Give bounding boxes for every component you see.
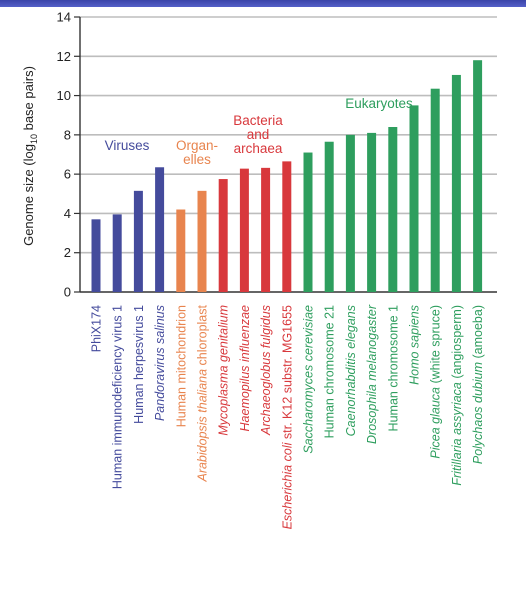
group-label: Organ-elles: [176, 138, 218, 167]
category-label: Fritillaria assyriaca (angiosperm): [450, 305, 464, 486]
category-label-part: str. K12 substr. MG1655: [280, 305, 294, 443]
bar: [176, 209, 186, 292]
group-label: Viruses: [105, 138, 150, 153]
bar: [239, 168, 249, 292]
group-label: Eukaryotes: [345, 96, 413, 111]
category-label-part: (angiosperm): [450, 305, 464, 382]
bar: [345, 134, 355, 292]
category-label: Archaeoglobus fulgidus: [259, 305, 273, 436]
group-label-line: Organ-: [176, 138, 218, 153]
bar: [430, 88, 440, 292]
category-label-part: PhiX174: [90, 305, 104, 352]
category-label-part: Pandoravirus salinus: [153, 305, 167, 421]
bar: [91, 219, 101, 292]
category-label: Human chromosome 1: [386, 305, 400, 431]
y-tick-label: 10: [57, 88, 71, 103]
y-axis-label-suffix: base pairs): [21, 66, 36, 134]
category-label: Human mitochondrion: [174, 305, 188, 427]
bar: [133, 190, 143, 292]
category-label: Picea glauca (white spruce): [429, 305, 443, 459]
bar: [367, 132, 377, 292]
category-label-part: Human mitochondrion: [174, 305, 188, 427]
y-axis-label-prefix: Genome size (log: [21, 144, 36, 246]
bar: [303, 152, 313, 292]
group-label-line: Viruses: [105, 138, 150, 153]
category-label: Escherichia coli str. K12 substr. MG1655: [280, 305, 294, 529]
category-label-part: Caenorhabditis elegans: [344, 305, 358, 436]
category-label: Arabidopsis thaliana chloroplast: [196, 304, 210, 482]
y-axis-label-subscript: 10: [29, 134, 39, 144]
category-label-part: (white spruce): [429, 305, 443, 387]
bars: [91, 60, 483, 293]
category-label: Haemopilus influenzae: [238, 305, 252, 432]
category-label-part: Homo sapiens: [408, 305, 422, 385]
category-label-part: Arabidopsis thaliana: [196, 369, 210, 483]
category-label: Drosophila melanogaster: [365, 304, 379, 444]
category-label: Human herpesvirus 1: [132, 305, 146, 424]
category-label-part: Escherichia coli: [280, 441, 294, 529]
category-label-part: Mycoplasma genitalium: [217, 305, 231, 436]
group-labels: Viruses Organ-elles Bacteria and archaea Euka…: [105, 96, 413, 167]
category-label-part: Polychaos dubium: [471, 362, 485, 464]
category-label-part: Human chromosome 21: [323, 305, 337, 438]
y-tick-label: 6: [64, 167, 71, 182]
category-label: Polychaos dubium (amoeba): [471, 305, 485, 464]
category-label-part: Human herpesvirus 1: [132, 305, 146, 424]
group-label-line: archaea: [234, 141, 283, 156]
category-label: Caenorhabditis elegans: [344, 305, 358, 436]
category-labels: PhiX174 Human immunodeficiency virus 1 Hum…: [90, 304, 486, 529]
category-label: Human immunodeficiency virus 1: [111, 305, 125, 489]
bar: [451, 74, 461, 292]
group-label-line: Bacteria: [233, 113, 283, 128]
bar: [388, 127, 398, 292]
bar: [155, 167, 165, 292]
category-label: Mycoplasma genitalium: [217, 305, 231, 436]
category-label-part: Haemopilus influenzae: [238, 305, 252, 432]
bar: [282, 161, 292, 292]
category-label: PhiX174: [90, 305, 104, 352]
y-axis: 0 2 4 6 8 10 12 14: [57, 10, 497, 300]
bar: [473, 60, 483, 292]
category-label-part: Picea glauca: [429, 387, 443, 459]
group-label-line: and: [247, 127, 270, 142]
category-label: Saccharomyces cerevisiae: [302, 305, 316, 454]
slide-top-bar: [0, 0, 526, 7]
bar: [409, 105, 419, 293]
category-label-part: Human immunodeficiency virus 1: [111, 305, 125, 489]
y-tick-label: 4: [64, 206, 71, 221]
y-axis-label: Genome size (log10 base pairs): [21, 66, 39, 246]
y-tick-label: 8: [64, 127, 71, 142]
bar: [218, 179, 228, 292]
category-label-part: Saccharomyces cerevisiae: [302, 305, 316, 454]
group-label: Bacteria and archaea: [233, 113, 283, 156]
category-label: Human chromosome 21: [323, 305, 337, 438]
group-label-line: Eukaryotes: [345, 96, 413, 111]
grid-lines: [80, 16, 497, 254]
category-label-part: Human chromosome 1: [386, 305, 400, 431]
y-tick-label: 2: [64, 245, 71, 260]
group-label-line: elles: [183, 152, 211, 167]
bar: [261, 167, 271, 292]
category-label-part: Fritillaria assyriaca: [450, 382, 464, 486]
category-label-part: Drosophila melanogaster: [365, 304, 379, 444]
category-label-part: (amoeba): [471, 305, 485, 362]
y-tick-label: 14: [57, 10, 71, 25]
bar: [112, 214, 122, 292]
bar: [324, 141, 334, 292]
category-label: Pandoravirus salinus: [153, 305, 167, 421]
category-label-part: chloroplast: [196, 304, 210, 368]
y-tick-label: 12: [57, 49, 71, 64]
category-label: Homo sapiens: [408, 305, 422, 385]
y-tick-label: 0: [64, 285, 71, 300]
category-label-part: Archaeoglobus fulgidus: [259, 305, 273, 436]
bar: [197, 190, 207, 292]
